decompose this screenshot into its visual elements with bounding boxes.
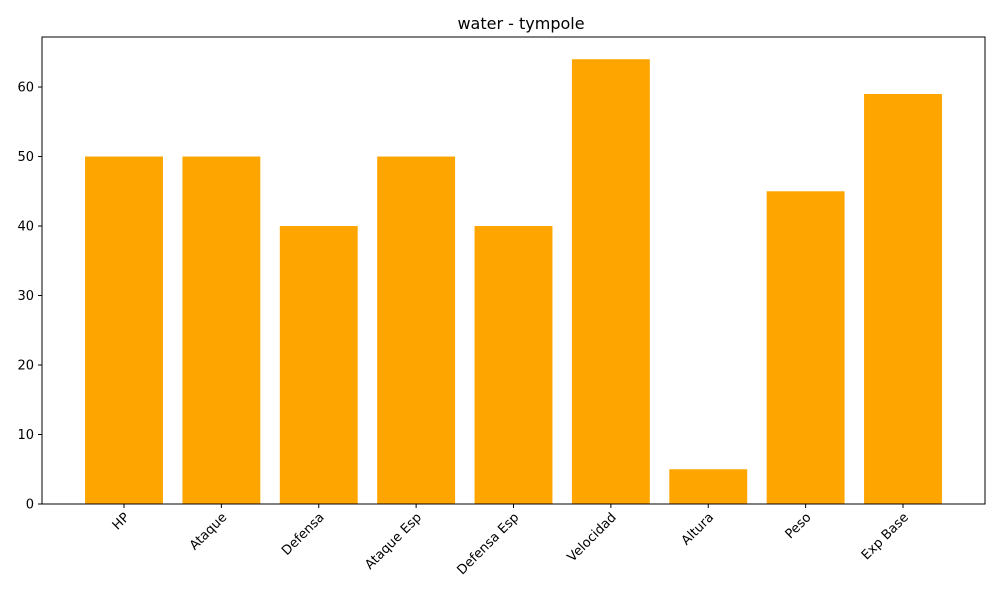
x-tick-label: Ataque — [187, 510, 230, 553]
y-tick-label: 30 — [17, 289, 34, 304]
x-tick-label: Velocidad — [565, 510, 620, 565]
y-tick-label: 60 — [17, 81, 34, 96]
bar-hp — [85, 156, 163, 504]
y-tick-label: 40 — [17, 220, 34, 235]
bars-layer — [85, 59, 942, 505]
x-tick-label: Defensa Esp — [454, 510, 522, 578]
x-tick-label: Defensa — [279, 510, 327, 558]
bar-defensa-esp — [474, 226, 553, 504]
x-axis: HP Ataque Defensa Ataque Esp Defensa Esp Velo… — [110, 504, 912, 578]
chart-title: water - tympole — [457, 14, 584, 33]
x-tick-label: Exp Base — [859, 510, 912, 563]
y-tick-label: 10 — [17, 428, 34, 443]
bar-ataque — [182, 156, 261, 504]
x-tick-label: Altura — [679, 510, 717, 548]
bar-velocidad — [571, 59, 650, 505]
bar-peso — [766, 191, 845, 504]
bar-altura — [669, 469, 748, 504]
y-tick-label: 0 — [26, 498, 34, 513]
y-axis: 0 10 20 30 40 50 60 — [17, 81, 42, 513]
bar-exp-base — [864, 93, 942, 505]
x-tick-label: HP — [110, 510, 133, 533]
bar-ataque-esp — [377, 156, 456, 504]
x-tick-label: Peso — [783, 510, 815, 542]
y-tick-label: 20 — [17, 359, 34, 374]
bar-defensa — [279, 226, 358, 504]
y-tick-label: 50 — [17, 150, 34, 165]
x-tick-label: Ataque Esp — [362, 510, 425, 573]
